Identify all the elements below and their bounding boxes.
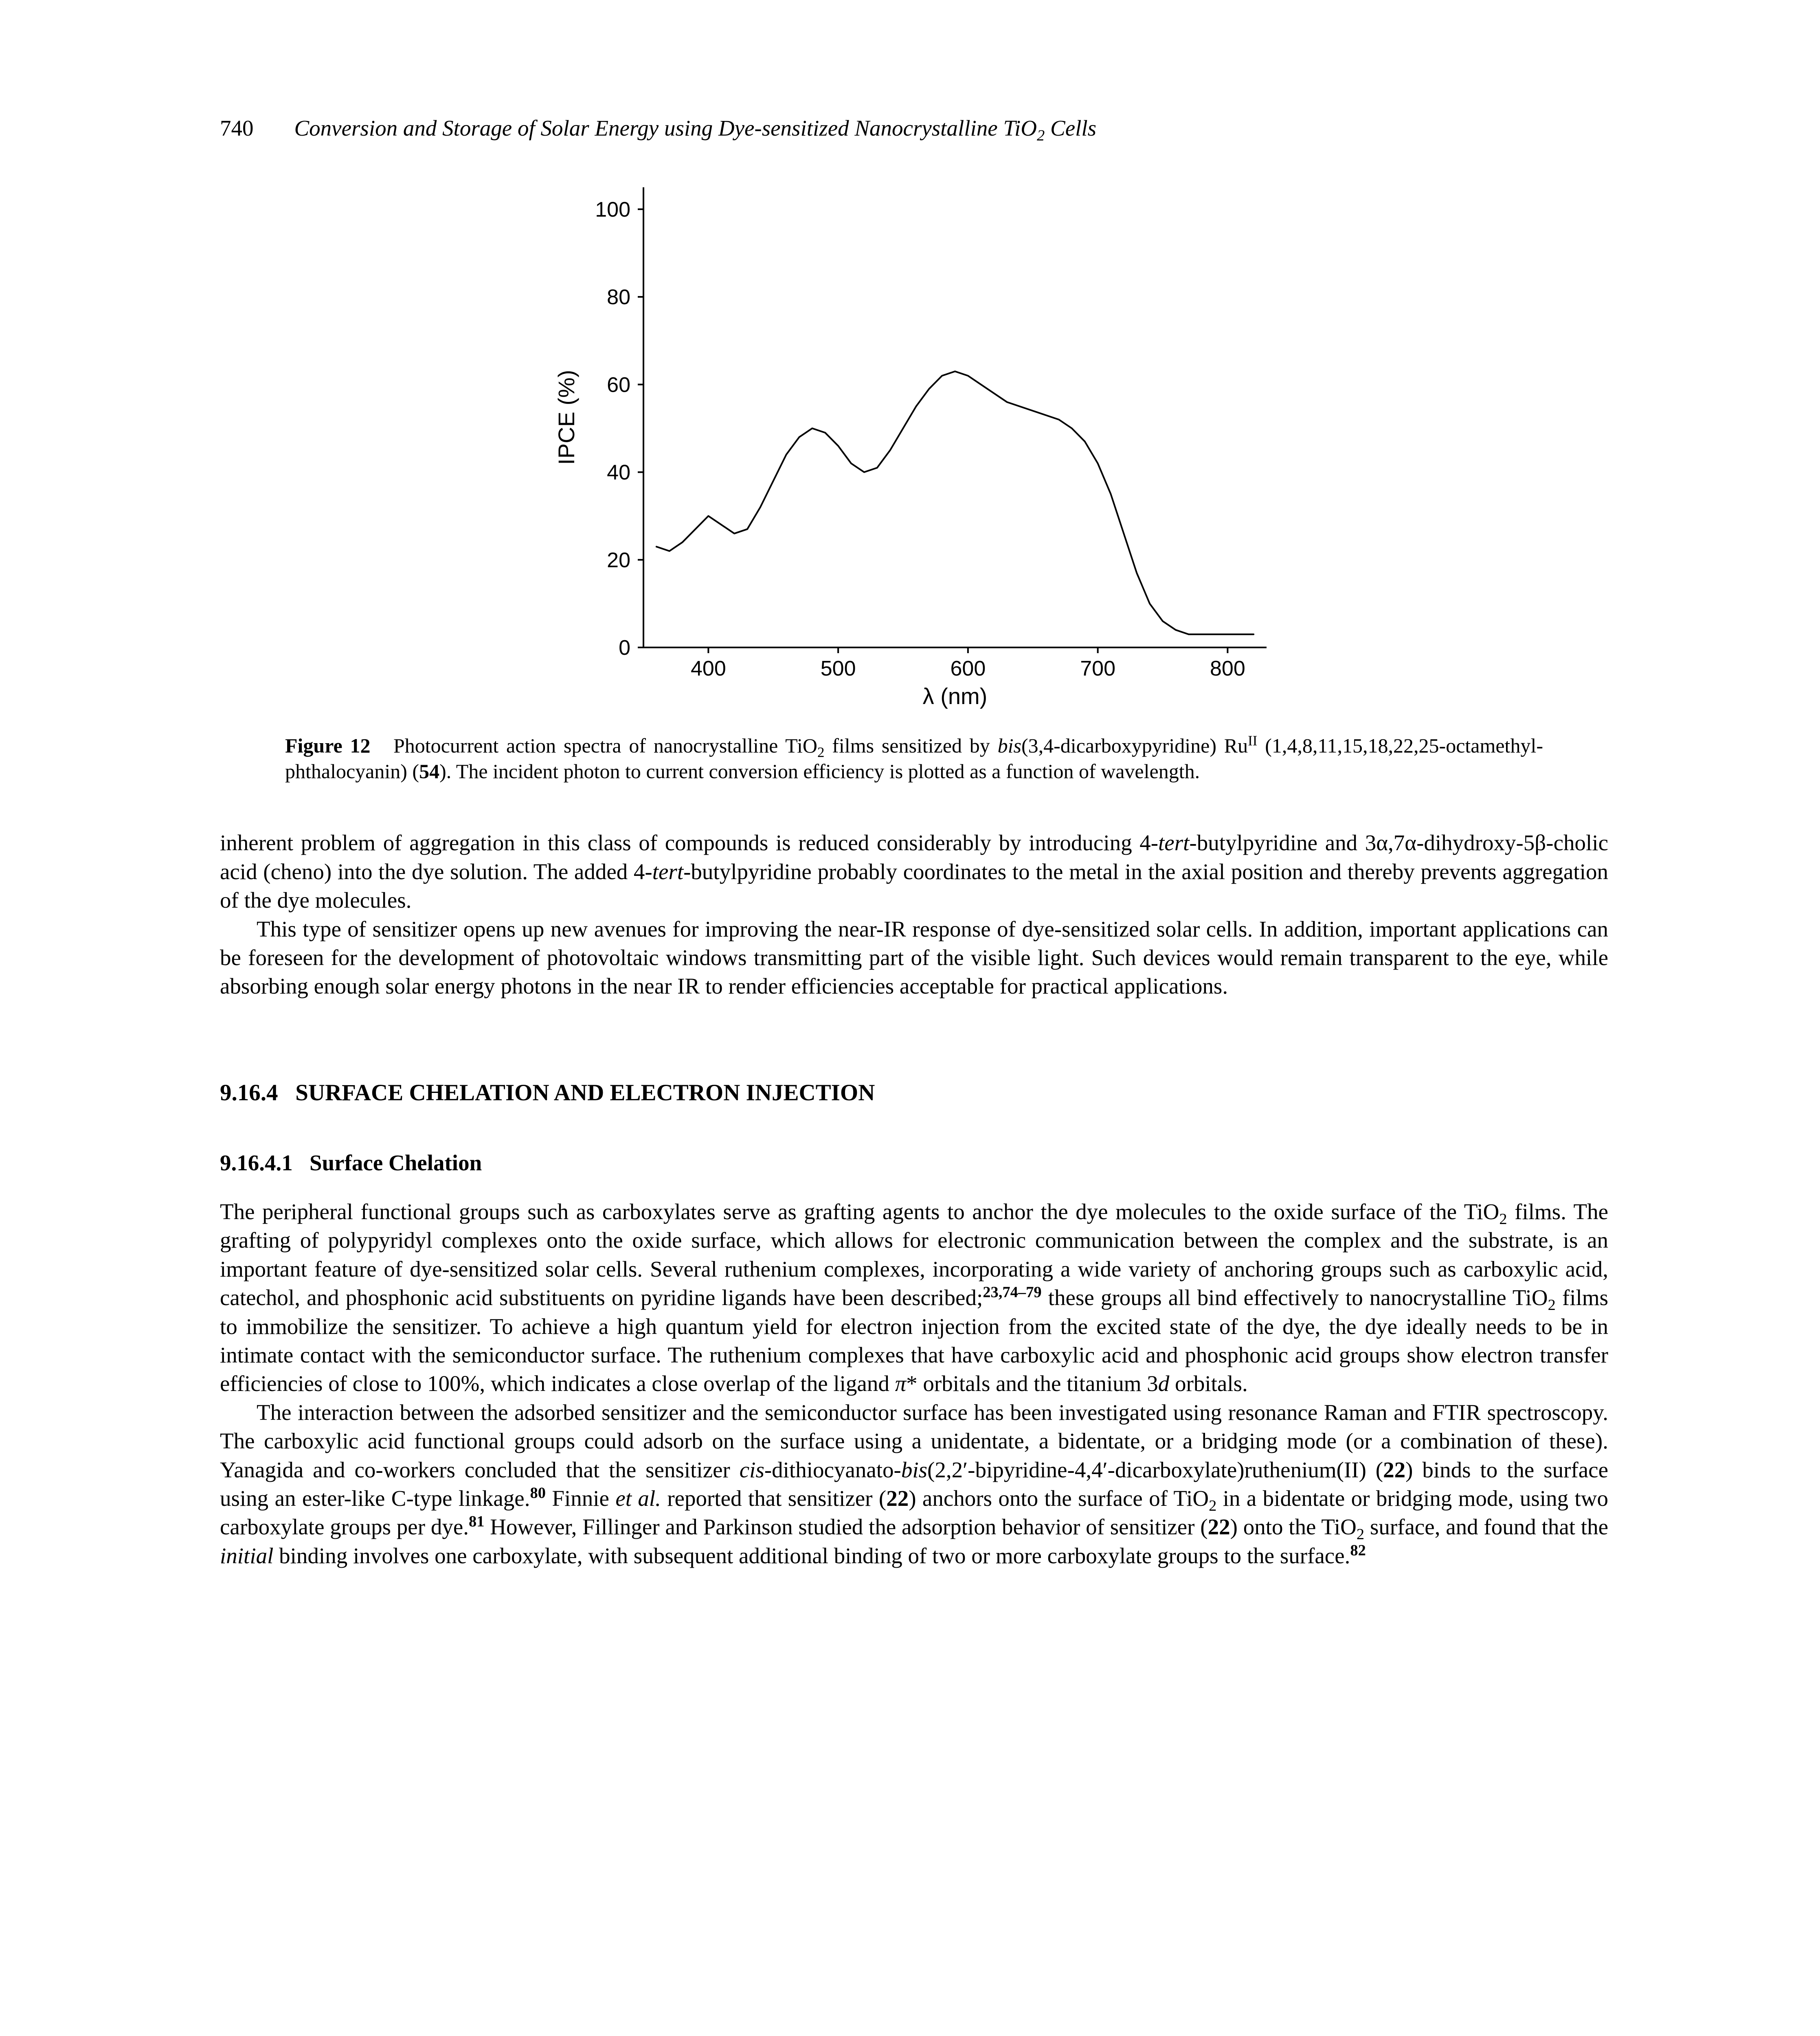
p1a: inherent problem of aggregation in this … [220, 830, 1158, 855]
p4p: 81 [469, 1513, 485, 1530]
p4q: However, Fillinger and Parkinson studied… [484, 1514, 1207, 1539]
subsection-title: Surface Chelation [310, 1150, 482, 1175]
p3k: orbitals. [1169, 1371, 1247, 1396]
p1-tert2: tert [652, 859, 683, 884]
section-heading-9-16-4: 9.16.4 SURFACE CHELATION AND ELECTRON IN… [220, 1078, 1608, 1108]
svg-text:80: 80 [607, 285, 630, 309]
p4m: ) anchors onto the surface of TiO [909, 1486, 1209, 1511]
running-title-text: Conversion and Storage of Solar Energy u… [294, 116, 1037, 140]
svg-text:IPCE (%): IPCE (%) [553, 370, 579, 465]
svg-text:500: 500 [820, 657, 856, 680]
p4n: 2 [1209, 1497, 1216, 1514]
p4v: initial [220, 1543, 273, 1568]
svg-text:60: 60 [607, 373, 630, 397]
caption-bis: bis [998, 734, 1021, 757]
caption-tail: ). The incident photon to current conver… [439, 760, 1200, 783]
page: 740 Conversion and Storage of Solar Ener… [0, 0, 1820, 2036]
p4k: reported that sensitizer ( [661, 1486, 886, 1511]
caption-post: films sensitized by [824, 734, 997, 757]
section-num: 9.16.4 [220, 1080, 278, 1106]
para-aggregation: inherent problem of aggregation in this … [220, 829, 1608, 915]
p4x: 82 [1350, 1542, 1366, 1559]
p3a: The peripheral functional groups such as… [220, 1199, 1499, 1224]
caption-sub: 2 [817, 744, 825, 760]
para-surface-chelation-2: The interaction between the adsorbed sen… [220, 1398, 1608, 1570]
p4e: (2,2′-bipyridine-4,4′-dicarboxylate)ruth… [927, 1457, 1383, 1482]
p3j: d [1158, 1371, 1170, 1396]
p3i: * orbitals and the titanium 3 [906, 1371, 1158, 1396]
p4j: et al. [615, 1486, 661, 1511]
svg-text:0: 0 [619, 636, 630, 660]
p1-tert1: tert [1158, 830, 1189, 855]
caption-pre: Photocurrent action spectra of nanocryst… [393, 734, 817, 757]
p4c: -dithiocyanato- [764, 1457, 901, 1482]
p4w: binding involves one carboxylate, with s… [273, 1543, 1350, 1568]
subsection-num: 9.16.4.1 [220, 1150, 293, 1175]
running-title-sub: 2 [1037, 127, 1045, 144]
running-title: Conversion and Storage of Solar Energy u… [294, 114, 1097, 143]
running-head: 740 Conversion and Storage of Solar Ener… [220, 114, 1608, 143]
p3b: 2 [1499, 1211, 1507, 1228]
svg-text:400: 400 [690, 657, 726, 680]
p3f: 2 [1548, 1297, 1556, 1314]
running-title-tail: Cells [1045, 116, 1096, 140]
p3e: these groups all bind effectively to nan… [1042, 1285, 1548, 1310]
p3h: π [895, 1371, 907, 1396]
p4h: 80 [530, 1485, 546, 1502]
p3d: 23,74–79 [983, 1284, 1041, 1301]
subsection-heading-9-16-4-1: 9.16.4.1 Surface Chelation [220, 1149, 1608, 1177]
svg-text:600: 600 [950, 657, 986, 680]
p4s: ) onto the TiO [1230, 1514, 1357, 1539]
figure-12: 0 20 40 60 80 100 400 500 600 700 800 IPCE (%) λ (nm… [220, 171, 1608, 721]
caption-ru-sup: II [1248, 733, 1257, 749]
p4r: 22 [1208, 1514, 1230, 1539]
page-number: 740 [220, 114, 254, 143]
p4l: 22 [886, 1486, 909, 1511]
p4i: Finnie [546, 1486, 615, 1511]
ipce-chart: 0 20 40 60 80 100 400 500 600 700 800 IPCE (%) λ (nm… [538, 171, 1291, 721]
svg-text:100: 100 [595, 198, 630, 222]
p4f: 22 [1383, 1457, 1405, 1482]
p4u: surface, and found that the [1364, 1514, 1608, 1539]
p4t: 2 [1357, 1526, 1364, 1543]
svg-text:40: 40 [607, 461, 630, 485]
svg-text:700: 700 [1080, 657, 1115, 680]
svg-text:800: 800 [1210, 657, 1245, 680]
caption-after-bis: (3,4-dicarboxypyridine) Ru [1021, 734, 1248, 757]
para-surface-chelation-1: The peripheral functional groups such as… [220, 1198, 1608, 1398]
para-sensitizer-type: This type of sensitizer opens up new ave… [220, 915, 1608, 1001]
svg-text:λ (nm): λ (nm) [922, 683, 987, 709]
figure-label: Figure 12 [285, 734, 371, 757]
svg-text:20: 20 [607, 548, 630, 572]
caption-54: 54 [419, 760, 439, 783]
figure-12-caption: Figure 12 Photocurrent action spectra of… [285, 733, 1543, 784]
p4d: bis [901, 1457, 927, 1482]
section-title: SURFACE CHELATION AND ELECTRON INJECTION [295, 1080, 875, 1106]
p4b: cis [740, 1457, 764, 1482]
